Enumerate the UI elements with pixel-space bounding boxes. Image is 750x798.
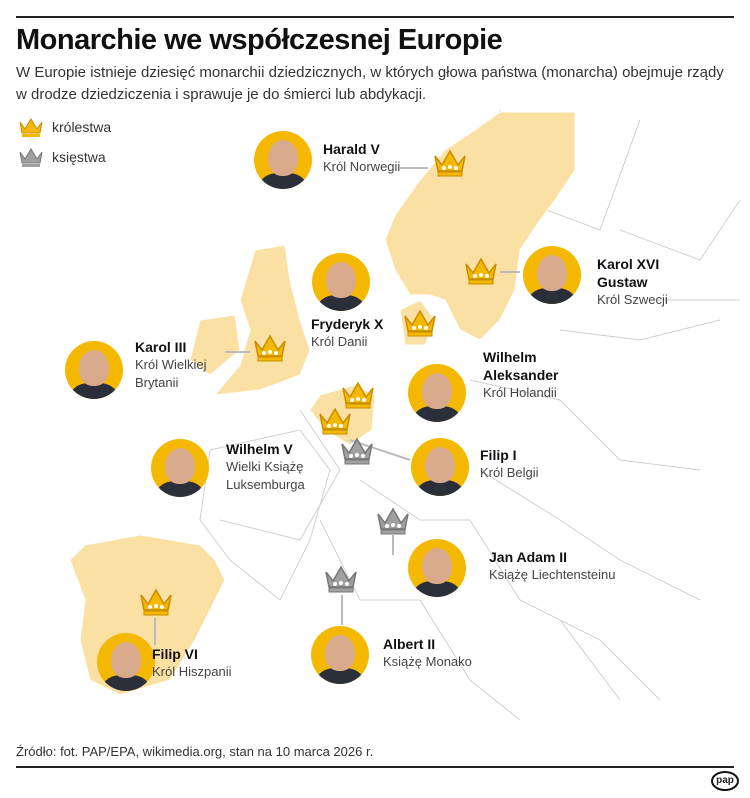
legend-principality-label: księstwa bbox=[52, 149, 106, 165]
monarch-name: Filip I bbox=[480, 447, 517, 463]
monarch-label: Fryderyk X Król Danii bbox=[311, 315, 471, 351]
portrait-filip-vi bbox=[97, 633, 155, 691]
monarch-title: Król Hiszpanii bbox=[152, 664, 232, 679]
gray-crown-icon bbox=[376, 506, 410, 541]
monarch-label: Wilhelm V Wielki Książę Luksemburga bbox=[226, 440, 326, 494]
legend-kingdom-label: królestwa bbox=[52, 119, 112, 135]
top-rule bbox=[16, 16, 734, 18]
monarch-title: Książę Monako bbox=[383, 654, 472, 669]
portrait-jan-adam-ii bbox=[408, 539, 466, 597]
monarch-title: Król Norwegii bbox=[323, 159, 401, 174]
portrait-harald-v bbox=[254, 131, 312, 189]
norway-sweden-land bbox=[384, 111, 576, 341]
gold-crown-icon bbox=[403, 308, 437, 343]
monarch-label: Wilhelm Aleksander Król Holandii bbox=[483, 348, 573, 402]
monarch-label: Harald V Król Norwegii bbox=[323, 140, 483, 176]
gold-crown-icon bbox=[464, 256, 498, 291]
portrait-filip-i bbox=[411, 438, 469, 496]
monarch-name: Wilhelm V bbox=[226, 441, 293, 457]
pap-logo: pap bbox=[711, 771, 739, 791]
monarch-title: Książę Liechtensteinu bbox=[489, 567, 616, 582]
portrait-wilhelm-v bbox=[151, 439, 209, 497]
monarch-title: Król Szwecji bbox=[597, 292, 668, 307]
monarch-label: Karol III Król Wielkiej Brytanii bbox=[135, 338, 235, 392]
portrait-fryderyk-x bbox=[312, 253, 370, 311]
monarch-title: Król Danii bbox=[311, 334, 368, 349]
monarch-name: Karol III bbox=[135, 339, 187, 355]
gray-crown-icon bbox=[324, 564, 358, 599]
portrait-karol-iii bbox=[65, 341, 123, 399]
monarch-name: Harald V bbox=[323, 141, 380, 157]
gold-crown-icon bbox=[19, 118, 43, 137]
monarch-name: Karol XVI Gustaw bbox=[597, 256, 660, 290]
portrait-karol-xvi-gustaw bbox=[523, 246, 581, 304]
monarch-name: Fryderyk X bbox=[311, 316, 384, 332]
gold-crown-icon bbox=[341, 380, 375, 415]
monarch-name: Filip VI bbox=[152, 646, 198, 662]
legend-principality: księstwa bbox=[18, 146, 106, 168]
legend-kingdom: królestwa bbox=[18, 116, 111, 138]
gold-crown-icon bbox=[253, 333, 287, 368]
gray-crown-icon bbox=[19, 148, 43, 167]
portrait-albert-ii bbox=[311, 626, 369, 684]
monarch-label: Jan Adam II Książę Liechtensteinu bbox=[489, 548, 649, 584]
monarch-title: Król Wielkiej Brytanii bbox=[135, 357, 207, 390]
gold-crown-icon bbox=[433, 148, 467, 183]
monarch-title: Król Holandii bbox=[483, 385, 557, 400]
monarch-name: Wilhelm Aleksander bbox=[483, 349, 559, 383]
gold-crown-icon bbox=[139, 587, 173, 622]
gold-crown-icon bbox=[318, 406, 352, 441]
monarch-label: Albert II Książę Monako bbox=[383, 635, 543, 671]
source-note: Źródło: fot. PAP/EPA, wikimedia.org, sta… bbox=[16, 744, 374, 759]
uk-land bbox=[213, 244, 311, 396]
monarch-label: Karol XVI Gustaw Król Szwecji bbox=[597, 255, 687, 309]
monarch-label: Filip I Król Belgii bbox=[480, 446, 640, 482]
monarch-name: Jan Adam II bbox=[489, 549, 568, 565]
gray-crown-icon bbox=[340, 436, 374, 471]
monarch-title: Król Belgii bbox=[480, 465, 539, 480]
lead-text: W Europie istnieje dziesięć monarchii dz… bbox=[16, 64, 724, 103]
portrait-wilhelm-aleksander bbox=[408, 364, 466, 422]
bottom-rule bbox=[16, 766, 734, 768]
country-borders bbox=[199, 109, 741, 721]
ireland-land bbox=[189, 314, 241, 376]
monarch-label: Filip VI Król Hiszpanii bbox=[152, 645, 312, 681]
page-title: Monarchie we współczesnej Europie bbox=[16, 24, 503, 56]
monarch-name: Albert II bbox=[383, 636, 436, 652]
monarch-title: Wielki Książę Luksemburga bbox=[226, 459, 305, 492]
